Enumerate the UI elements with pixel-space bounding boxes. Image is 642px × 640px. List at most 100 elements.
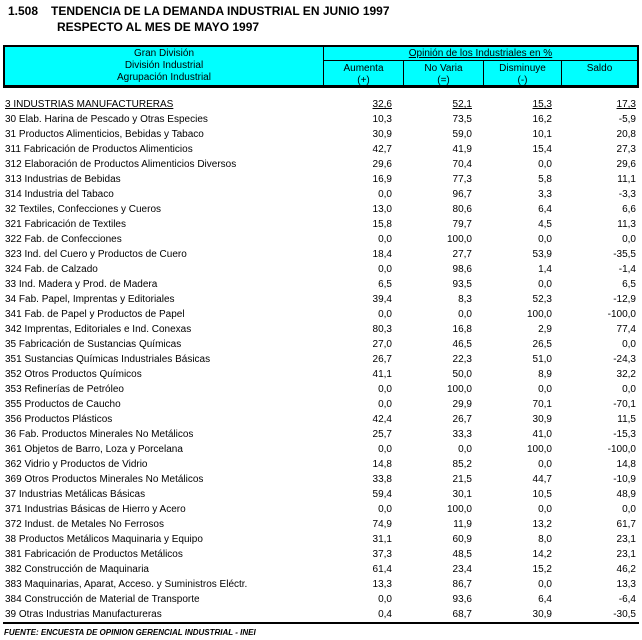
row-value-disminuye: 14,2 <box>532 549 552 560</box>
row-value-saldo: -6,4 <box>618 594 636 605</box>
row-label: 384 Construcción de Material de Transpor… <box>5 594 200 605</box>
row-value-aumenta: 59,4 <box>372 489 392 500</box>
table-row: 353 Refinerías de Petróleo 0,0 100,0 0,0… <box>3 382 639 397</box>
row-value-saldo: 11,5 <box>617 414 636 425</box>
table-row: 323 Ind. del Cuero y Productos de Cuero … <box>3 247 639 262</box>
row-value-aumenta: 61,4 <box>372 564 392 575</box>
row-value-aumenta: 33,8 <box>372 474 392 485</box>
table-row: 321 Fabricación de Textiles 15,8 79,7 4,… <box>3 217 639 232</box>
row-value-disminuye: 10,5 <box>532 489 552 500</box>
row-value-saldo: 13,3 <box>616 579 636 590</box>
row-label: 39 Otras Industrias Manufactureras <box>5 609 162 620</box>
row-value-no-varia: 16,8 <box>452 324 472 335</box>
row-value-aumenta: 0,4 <box>378 609 392 620</box>
row-value-no-varia: 33,3 <box>452 429 472 440</box>
row-value-aumenta: 30,9 <box>372 129 392 140</box>
row-value-no-varia: 30,1 <box>452 489 472 500</box>
header-group-title: Opinión de los Industriales en % <box>324 47 637 61</box>
row-value-aumenta: 10,3 <box>372 114 392 125</box>
row-value-no-varia: 93,5 <box>452 279 472 290</box>
row-value-no-varia: 86,7 <box>452 579 472 590</box>
row-value-disminuye: 0,0 <box>538 579 552 590</box>
column-symbol: (+) <box>357 75 370 85</box>
row-label: 361 Objetos de Barro, Loza y Porcelana <box>5 444 183 455</box>
row-value-saldo: 0,0 <box>622 339 636 350</box>
row-value-saldo: -12,9 <box>613 294 636 305</box>
header-right-section: Opinión de los Industriales en % Aumenta… <box>323 47 637 85</box>
row-label: 38 Productos Metálicos Maquinaria y Equi… <box>5 534 203 545</box>
row-value-saldo: 0,0 <box>622 504 636 515</box>
table-row: 33 Ind. Madera y Prod. de Madera 6,5 93,… <box>3 277 639 292</box>
row-value-disminuye: 3,3 <box>538 189 552 200</box>
column-label: Aumenta <box>343 63 384 74</box>
column-header-disminuye: Disminuye (-) <box>483 61 561 85</box>
row-value-no-varia: 70,4 <box>452 159 472 170</box>
table-row: 382 Construcción de Maquinaria 61,4 23,4… <box>3 562 639 577</box>
row-value-saldo: -15,3 <box>613 429 636 440</box>
row-value-aumenta: 0,0 <box>378 309 392 320</box>
row-value-saldo: 77,4 <box>616 324 636 335</box>
row-label: 323 Ind. del Cuero y Productos de Cuero <box>5 249 187 260</box>
row-value-no-varia: 22,3 <box>452 354 472 365</box>
row-value-disminuye: 51,0 <box>532 354 552 365</box>
row-label: 362 Vidrio y Productos de Vidrio <box>5 459 148 470</box>
row-label: 3 INDUSTRIAS MANUFACTURERAS <box>5 99 174 110</box>
header-left-cell: Gran División División Industrial Agrupa… <box>5 47 323 85</box>
row-label: 322 Fab. de Confecciones <box>5 234 122 245</box>
column-label: No Varia <box>424 63 463 74</box>
row-value-no-varia: 100,0 <box>446 234 472 245</box>
row-value-disminuye: 6,4 <box>538 204 552 215</box>
row-value-saldo: 6,5 <box>622 279 636 290</box>
row-label: 382 Construcción de Maquinaria <box>5 564 149 575</box>
row-label: 371 Industrias Básicas de Hierro y Acero <box>5 504 186 515</box>
table-row: 30 Elab. Harina de Pescado y Otras Espec… <box>3 112 639 127</box>
table-row: 36 Fab. Productos Minerales No Metálicos… <box>3 427 639 442</box>
table-row: 369 Otros Productos Minerales No Metálic… <box>3 472 639 487</box>
row-value-disminuye: 70,1 <box>532 399 552 410</box>
row-value-aumenta: 42,4 <box>372 414 392 425</box>
column-header-saldo: Saldo <box>561 61 637 85</box>
row-value-no-varia: 41,9 <box>452 144 472 155</box>
header-left-line-1: Gran División <box>133 48 195 59</box>
row-value-aumenta: 42,7 <box>372 144 392 155</box>
row-value-no-varia: 93,6 <box>452 594 472 605</box>
table-row: 312 Elaboración de Productos Alimenticio… <box>3 157 639 172</box>
row-value-saldo: -35,5 <box>613 249 636 260</box>
row-value-saldo: 11,3 <box>617 219 636 230</box>
row-label: 31 Productos Alimenticios, Bebidas y Tab… <box>5 129 204 140</box>
row-value-no-varia: 60,9 <box>452 534 472 545</box>
row-value-aumenta: 32,6 <box>372 99 392 110</box>
row-value-no-varia: 77,3 <box>452 174 472 185</box>
table-row: 3 INDUSTRIAS MANUFACTURERAS 32,6 52,1 15… <box>3 97 639 112</box>
table-row: 322 Fab. de Confecciones 0,0 100,0 0,0 0… <box>3 232 639 247</box>
row-value-disminuye: 100,0 <box>526 444 552 455</box>
row-label: 356 Productos Plásticos <box>5 414 113 425</box>
row-value-no-varia: 0,0 <box>458 444 472 455</box>
table-row: 355 Productos de Caucho 0,0 29,9 70,1 -7… <box>3 397 639 412</box>
row-value-disminuye: 15,3 <box>532 99 552 110</box>
row-value-aumenta: 29,6 <box>372 159 392 170</box>
table-row: 314 Industria del Tabaco 0,0 96,7 3,3 -3… <box>3 187 639 202</box>
row-value-aumenta: 13,0 <box>372 204 392 215</box>
row-value-aumenta: 0,0 <box>378 399 392 410</box>
row-value-no-varia: 68,7 <box>452 609 472 620</box>
row-label: 312 Elaboración de Productos Alimenticio… <box>5 159 237 170</box>
row-value-aumenta: 14,8 <box>372 459 392 470</box>
column-symbol: (-) <box>517 75 528 85</box>
table-row: 356 Productos Plásticos 42,4 26,7 30,9 1… <box>3 412 639 427</box>
source-note: FUENTE: ENCUESTA DE OPINION GERENCIAL IN… <box>4 628 256 637</box>
column-headers-row: Aumenta (+) No Varia (=) Disminuye (-) S… <box>324 61 637 85</box>
row-value-aumenta: 15,8 <box>372 219 392 230</box>
row-value-disminuye: 15,2 <box>532 564 552 575</box>
header-left-line-2: División Industrial <box>124 60 204 71</box>
row-value-saldo: -10,9 <box>613 474 636 485</box>
row-label: 321 Fabricación de Textiles <box>5 219 126 230</box>
table-number: 1.508 <box>8 4 39 18</box>
row-value-disminuye: 41,0 <box>532 429 552 440</box>
row-label: 37 Industrias Metálicas Básicas <box>5 489 146 500</box>
row-value-no-varia: 26,7 <box>452 414 472 425</box>
table-bottom-rule <box>3 622 639 624</box>
row-value-no-varia: 98,6 <box>452 264 472 275</box>
table-row: 384 Construcción de Material de Transpor… <box>3 592 639 607</box>
row-value-no-varia: 100,0 <box>446 384 472 395</box>
